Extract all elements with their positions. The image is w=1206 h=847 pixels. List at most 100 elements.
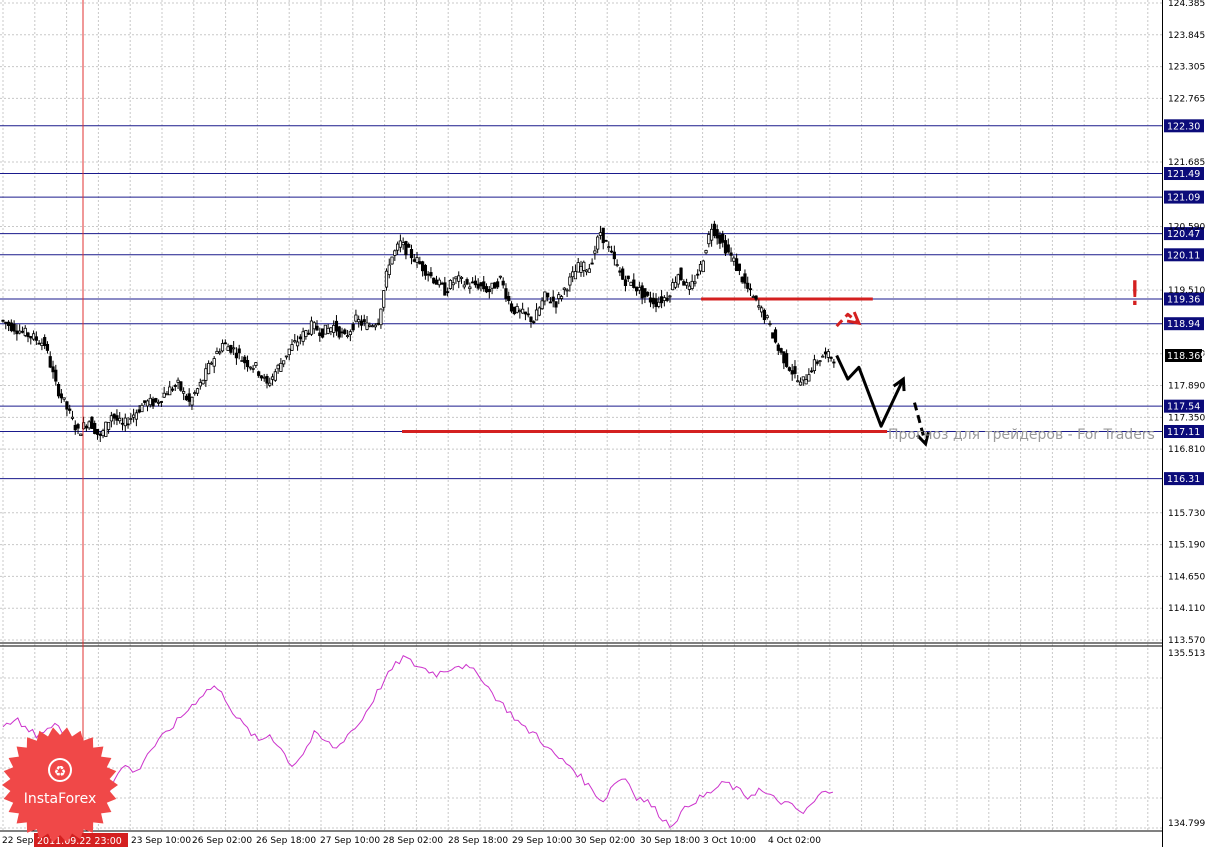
candle-body [123,417,127,427]
time-tick-label: 28 Sep 02:00 [383,836,443,846]
candle-body [798,381,803,386]
time-tick-label: 30 Sep 18:00 [640,836,700,846]
candle-body [668,295,672,298]
forecast-path [835,354,905,428]
candle-body [723,240,728,254]
candle-body [76,424,80,429]
candle-body [751,296,755,298]
level-label-bg [1164,317,1204,331]
alert-mark: ! [1128,274,1142,314]
candle-body [232,347,236,350]
candle-body [565,289,569,292]
candle-body [684,282,689,286]
price-tick-label: 122.765 [1168,94,1205,104]
candle-body [479,282,483,287]
candle-body [115,415,119,421]
candle-body [148,397,152,406]
candle-body [70,416,75,419]
candle-body [220,343,225,352]
candle-body [646,291,650,296]
forecast-arrowhead [846,311,862,326]
candle-body [498,275,503,278]
price-tick-label: 114.110 [1168,604,1205,614]
svg-text:♻: ♻ [54,764,67,780]
candle-body [440,282,444,285]
candle-body [368,324,372,327]
candle-body [259,375,264,379]
candle-body [568,276,572,286]
candle-body [676,274,680,285]
candle-body [209,362,214,365]
candle-body [540,300,544,310]
candle-body [229,345,233,353]
candle-body [418,261,422,265]
candle-body [62,397,66,400]
candle-body [9,322,13,331]
candle-body [326,327,330,334]
chart-grid [0,0,1162,830]
candle-body [318,332,322,337]
candle-body [165,393,169,396]
candle-body [379,308,383,326]
candle-body [81,422,86,430]
candle-body [315,325,319,331]
candle-body [773,329,778,343]
candle-body [554,301,558,308]
candle-body [462,284,466,288]
candle-body [98,433,102,436]
candle-body [126,423,130,426]
candle-body [793,366,797,374]
candle-body [298,336,302,340]
candle-body [59,393,63,399]
candle-body [179,381,183,391]
candle-body [551,296,555,302]
candle-body [609,250,614,253]
candle-body [607,246,611,249]
candle-body [254,362,258,366]
candle-body [287,348,291,356]
candle-body [490,282,494,289]
candle-body [768,323,772,326]
level-label: 118.94 [1167,319,1200,330]
candle-body [409,249,414,259]
candle-body [68,408,72,411]
candle-body [106,421,111,430]
candle-body [637,287,641,291]
candle-body [170,388,175,391]
price-tick-label: 123.845 [1168,31,1205,41]
candle-body [268,382,272,386]
candle-body [521,308,525,314]
candle-body [223,342,227,345]
candle-body [218,351,222,354]
level-label: 117.11 [1167,427,1200,438]
candle-body [120,422,125,425]
candle-body [354,314,358,322]
candle-body [423,264,427,276]
candle-body [757,305,761,308]
candle-body [562,287,566,291]
candle-body [821,355,825,358]
candle-body [262,376,266,379]
candle-body [740,276,744,283]
candle-body [509,303,514,312]
indicator-min-label: 134.799 [1168,819,1205,829]
candle-body [559,296,564,299]
candle-body [787,367,792,371]
candle-body [484,286,489,293]
candle-body [162,392,166,398]
candle-body [157,401,161,404]
candle-body [212,358,216,367]
candle-body [93,423,97,434]
candle-body [601,227,605,244]
candle-body [337,326,341,338]
candle-body [384,270,389,288]
level-label-bg [1164,399,1204,413]
time-tick-label: 28 Sep 18:00 [448,836,508,846]
candle-body [359,320,364,326]
candle-body [557,294,561,299]
level-label-bg [1164,292,1204,306]
price-tick-label: 120.590 [1168,223,1205,233]
candle-body [457,275,461,282]
candle-body [718,234,722,244]
